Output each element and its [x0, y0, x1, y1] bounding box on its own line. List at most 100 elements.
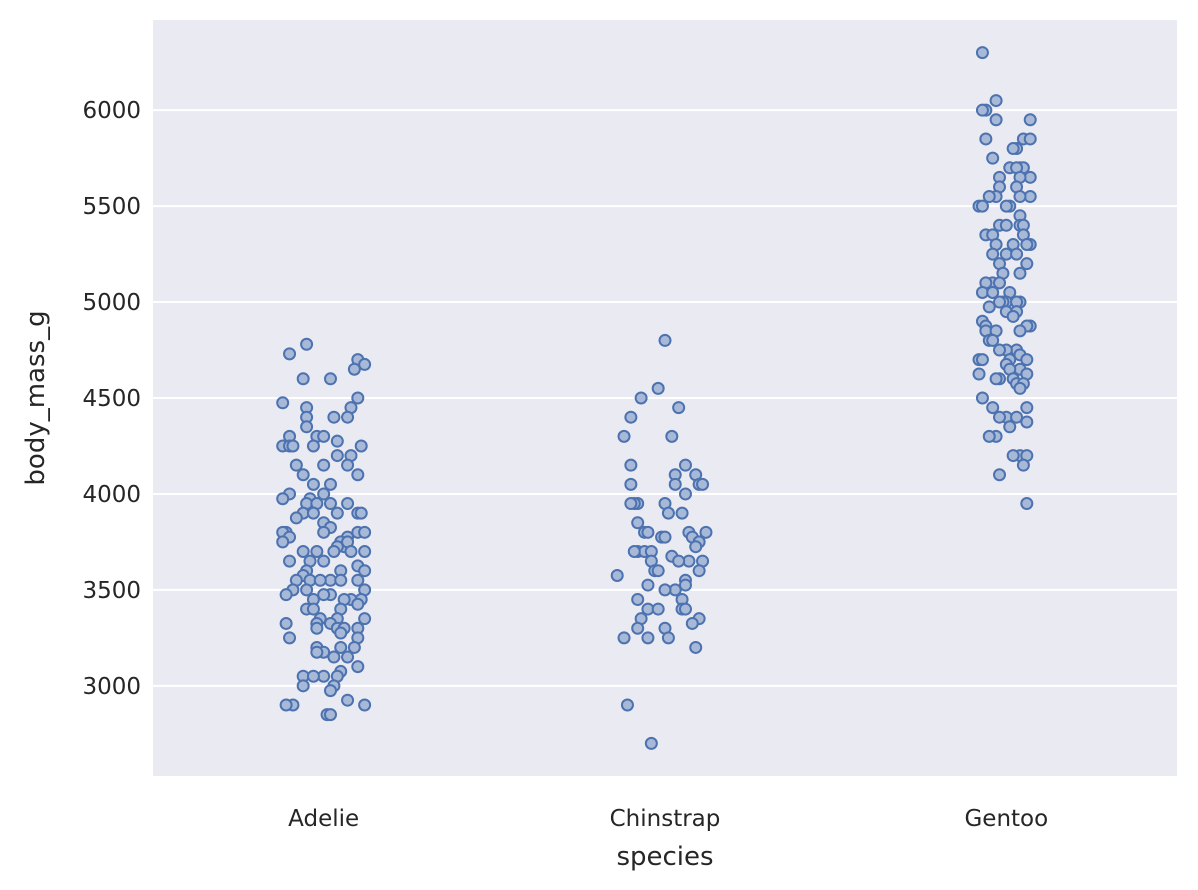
- data-point: [310, 621, 324, 635]
- data-point: [306, 477, 320, 491]
- data-point: [631, 621, 645, 635]
- data-point: [1020, 353, 1034, 367]
- data-point: [279, 588, 293, 602]
- data-point: [993, 468, 1007, 482]
- data-point: [1013, 190, 1027, 204]
- data-point: [351, 391, 365, 405]
- data-point: [317, 588, 331, 602]
- data-point: [658, 583, 672, 597]
- data-point: [665, 429, 679, 443]
- data-point: [323, 708, 337, 722]
- data-point: [1010, 247, 1024, 261]
- data-point: [1010, 410, 1024, 424]
- data-point: [672, 554, 686, 568]
- data-point: [993, 276, 1007, 290]
- data-point: [631, 516, 645, 530]
- data-point: [323, 684, 337, 698]
- data-point: [696, 477, 710, 491]
- data-point: [313, 573, 327, 587]
- data-point: [1013, 324, 1027, 338]
- data-point: [327, 650, 341, 664]
- y-tick-label: 5500: [82, 194, 141, 220]
- data-point: [341, 410, 355, 424]
- data-point: [986, 285, 1000, 299]
- data-point: [306, 506, 320, 520]
- y-tick-label: 4000: [82, 482, 141, 508]
- data-point: [296, 679, 310, 693]
- data-point: [678, 602, 692, 616]
- data-point: [617, 631, 631, 645]
- data-point: [286, 439, 300, 453]
- x-axis-title: species: [616, 842, 713, 872]
- data-point: [351, 573, 365, 587]
- data-point: [351, 468, 365, 482]
- data-point: [279, 616, 293, 630]
- data-point: [644, 736, 658, 750]
- data-point: [685, 616, 699, 630]
- data-point: [692, 564, 706, 578]
- y-tick-label: 6000: [82, 98, 141, 124]
- data-point: [351, 660, 365, 674]
- data-point: [358, 698, 372, 712]
- data-point: [1020, 415, 1034, 429]
- data-point: [358, 525, 372, 539]
- y-tick-label: 4500: [82, 386, 141, 412]
- data-point: [986, 151, 1000, 165]
- data-point: [283, 631, 297, 645]
- data-point: [283, 347, 297, 361]
- y-axis-title: body_mass_g: [21, 310, 51, 485]
- y-tick-label: 5000: [82, 290, 141, 316]
- data-points: [276, 46, 1037, 750]
- data-point: [347, 362, 361, 376]
- data-point: [986, 247, 1000, 261]
- data-point: [354, 439, 368, 453]
- data-point: [347, 640, 361, 654]
- data-point: [641, 578, 655, 592]
- data-point: [306, 669, 320, 683]
- data-point: [289, 458, 303, 472]
- data-point: [296, 468, 310, 482]
- data-point: [989, 113, 1003, 127]
- x-tick-label: Gentoo: [964, 806, 1048, 832]
- data-point: [678, 487, 692, 501]
- data-point: [327, 410, 341, 424]
- data-point: [672, 401, 686, 415]
- data-point: [989, 372, 1003, 386]
- data-point: [289, 511, 303, 525]
- data-point: [986, 333, 1000, 347]
- data-point: [354, 506, 368, 520]
- data-point: [300, 420, 314, 434]
- data-point: [668, 477, 682, 491]
- data-point: [1016, 458, 1030, 472]
- data-point: [296, 372, 310, 386]
- data-point: [689, 640, 703, 654]
- data-point: [641, 631, 655, 645]
- data-point: [610, 568, 624, 582]
- data-point: [341, 497, 355, 511]
- data-point: [634, 391, 648, 405]
- data-point: [334, 640, 348, 654]
- data-point: [300, 337, 314, 351]
- data-point: [310, 645, 324, 659]
- x-tick-label: Adelie: [288, 806, 359, 832]
- data-point: [975, 103, 989, 117]
- data-point: [276, 535, 290, 549]
- data-point: [1023, 132, 1037, 146]
- data-point: [317, 554, 331, 568]
- data-point: [989, 94, 1003, 108]
- data-point: [358, 357, 372, 371]
- data-point: [323, 497, 337, 511]
- data-point: [323, 477, 337, 491]
- data-point: [283, 554, 297, 568]
- data-point: [1013, 381, 1027, 395]
- y-tick-label: 3000: [82, 674, 141, 700]
- data-point: [341, 650, 355, 664]
- data-point: [624, 410, 638, 424]
- data-point: [678, 578, 692, 592]
- y-tick-label: 3500: [82, 578, 141, 604]
- data-point: [310, 545, 324, 559]
- data-point: [975, 46, 989, 60]
- data-point: [631, 592, 645, 606]
- data-point: [620, 698, 634, 712]
